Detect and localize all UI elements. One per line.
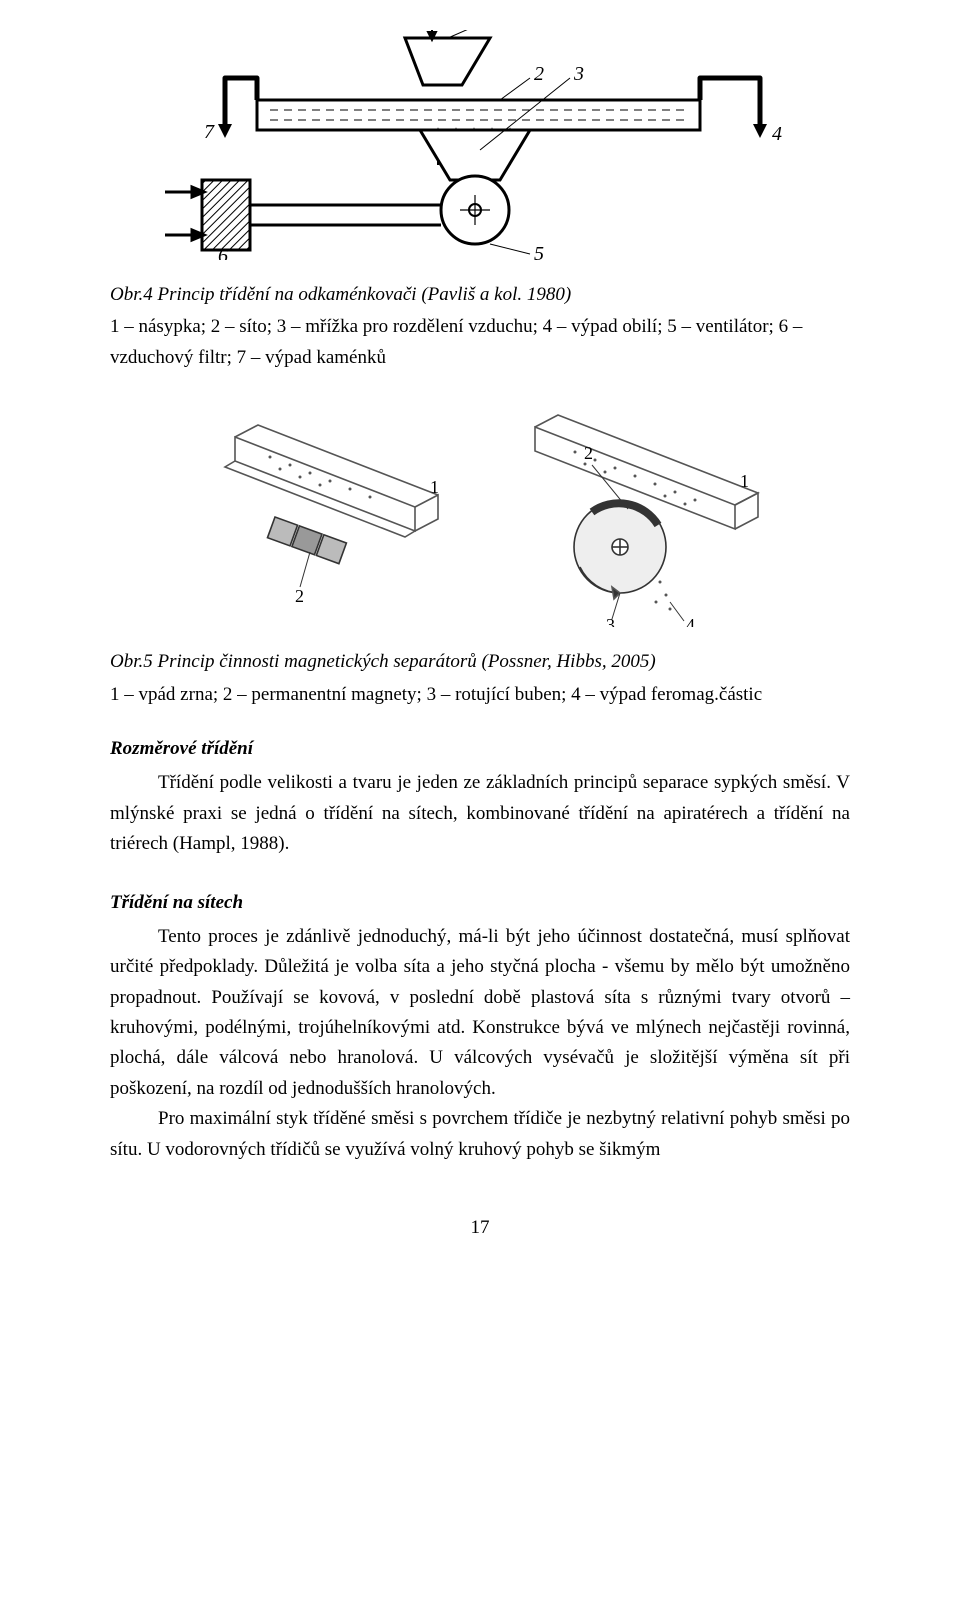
svg-text:7: 7 — [204, 121, 215, 143]
para-rozmerove: Třídění podle velikosti a tvaru je jeden… — [110, 768, 850, 859]
svg-text:2: 2 — [295, 586, 304, 606]
figure-4-legend: 1 – násypka; 2 – síto; 3 – mřížka pro ro… — [110, 312, 850, 373]
para-sitech-1: Tento proces je zdánlivě jednoduchý, má-… — [110, 922, 850, 1104]
heading-sitech: Třídění na sítech — [110, 888, 850, 918]
svg-text:3: 3 — [606, 615, 615, 627]
svg-text:5: 5 — [534, 243, 544, 260]
svg-text:2: 2 — [584, 443, 593, 463]
figure-5-caption: Obr.5 Princip činnosti magnetických sepa… — [110, 647, 850, 677]
figure-4-caption: Obr.4 Princip třídění na odkaménkovači (… — [110, 280, 850, 310]
svg-text:1: 1 — [430, 477, 439, 497]
figure-5-svg: 1 2 — [180, 397, 780, 627]
para-sitech-2: Pro maximální styk tříděné směsi s povrc… — [110, 1104, 850, 1165]
svg-text:6: 6 — [218, 245, 228, 260]
svg-text:3: 3 — [573, 63, 584, 85]
svg-text:4: 4 — [772, 123, 782, 145]
svg-text:1: 1 — [740, 471, 749, 491]
page-number: 17 — [110, 1213, 850, 1243]
svg-text:1: 1 — [484, 30, 494, 35]
svg-text:2: 2 — [534, 63, 544, 85]
figure-5-legend: 1 – vpád zrna; 2 – permanentní magnety; … — [110, 680, 850, 710]
heading-rozmerove: Rozměrové třídění — [110, 734, 850, 764]
figure-5: 1 2 — [110, 397, 850, 627]
svg-text:4: 4 — [686, 615, 695, 627]
figure-4: 1 2 3 4 5 6 7 — [110, 30, 850, 260]
figure-4-svg: 1 2 3 4 5 6 7 — [160, 30, 800, 260]
